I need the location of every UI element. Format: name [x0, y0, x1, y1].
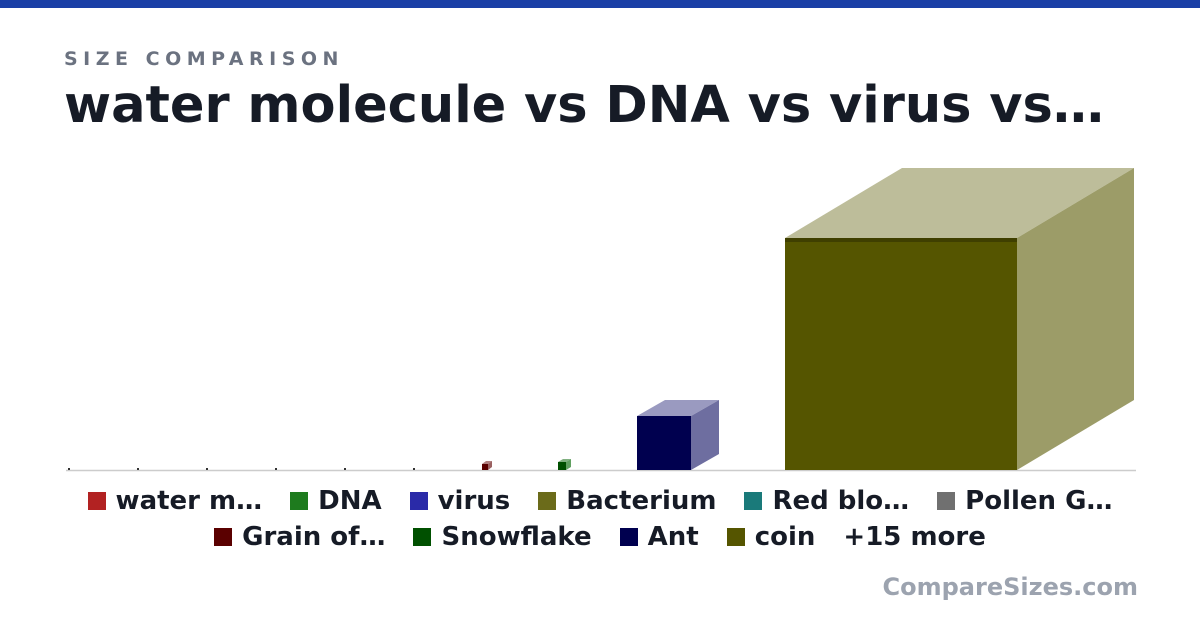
- legend-row: Grain of… Snowflake Ant coin +15 more: [0, 522, 1200, 552]
- legend-label: Snowflake: [441, 522, 592, 552]
- legend-item: virus: [409, 486, 511, 516]
- legend-swatch: [619, 528, 638, 546]
- legend-swatch: [413, 528, 432, 546]
- legend-label: Grain of…: [242, 522, 386, 552]
- legend-label: DNA: [318, 486, 382, 516]
- legend-swatch: [214, 528, 233, 546]
- legend-label: water m…: [115, 486, 263, 516]
- ant-cube: [637, 400, 719, 470]
- coin-cube: [785, 168, 1134, 470]
- legend-swatch: [87, 492, 106, 510]
- legend-item: water m…: [87, 486, 263, 516]
- legend-item: coin: [726, 522, 816, 552]
- legend-label: Bacterium: [566, 486, 717, 516]
- legend-row: water m… DNA virus Bacterium Red blo… Pollen …: [0, 486, 1200, 516]
- legend-label: virus: [437, 486, 511, 516]
- legend-item: DNA: [290, 486, 382, 516]
- legend-item: Pollen G…: [937, 486, 1112, 516]
- legend-swatch: [290, 492, 309, 510]
- legend-swatch: [409, 492, 428, 510]
- legend-label: Ant: [647, 522, 699, 552]
- tiny-objects: [68, 468, 415, 470]
- legend-more: +15 more: [843, 522, 986, 552]
- legend-swatch: [726, 528, 745, 546]
- legend-item: Red blo…: [744, 486, 909, 516]
- legend-swatch: [538, 492, 557, 510]
- kicker: SIZE COMPARISON: [64, 48, 344, 70]
- snowflake-cube: [558, 459, 571, 470]
- legend-item: Ant: [619, 522, 699, 552]
- legend-item: Bacterium: [538, 486, 716, 516]
- title: water molecule vs DNA vs virus vs…: [64, 76, 1104, 135]
- legend-label: Pollen G…: [965, 486, 1113, 516]
- legend-item: Grain of…: [214, 522, 385, 552]
- legend-item: Snowflake: [413, 522, 592, 552]
- legend-label: Red blo…: [772, 486, 910, 516]
- grain-cube: [482, 461, 492, 470]
- legend-label: coin: [754, 522, 816, 552]
- top-bar: [0, 0, 1200, 8]
- brand: CompareSizes.com: [882, 573, 1138, 601]
- legend-swatch: [744, 492, 763, 510]
- legend-swatch: [937, 492, 956, 510]
